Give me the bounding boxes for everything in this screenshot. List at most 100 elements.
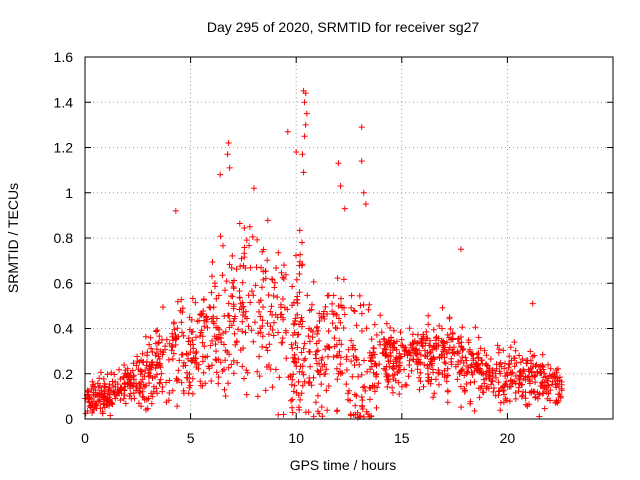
data-point (204, 324, 211, 331)
data-point (130, 360, 137, 367)
data-point (458, 334, 464, 340)
data-point (358, 394, 365, 400)
data-point (547, 365, 554, 372)
data-point (259, 333, 266, 340)
data-point (180, 332, 187, 339)
data-point (235, 326, 242, 333)
data-point (262, 275, 269, 282)
data-point (480, 370, 487, 377)
data-point (444, 399, 451, 406)
data-point (310, 278, 317, 285)
data-point (391, 366, 397, 372)
data-point (358, 124, 365, 131)
data-point (193, 349, 200, 355)
data-point (165, 356, 172, 363)
data-point (271, 279, 278, 286)
data-point (239, 363, 246, 370)
data-point (513, 360, 520, 366)
chart-title: Day 295 of 2020, SRMTID for receiver sg2… (207, 19, 480, 35)
data-point (381, 365, 387, 372)
data-point (472, 324, 479, 331)
data-point (93, 391, 100, 398)
data-point (260, 246, 267, 253)
data-point (139, 388, 146, 395)
data-point (324, 343, 330, 349)
data-point (371, 388, 378, 395)
data-point (457, 383, 464, 390)
data-point (524, 357, 531, 364)
data-point (394, 369, 401, 376)
data-point (138, 379, 144, 386)
data-point (467, 400, 474, 407)
data-point (267, 308, 274, 315)
data-point (469, 371, 476, 378)
data-point (405, 373, 412, 380)
data-point (180, 363, 187, 370)
data-point (239, 328, 246, 335)
data-point (302, 90, 309, 97)
data-point (289, 404, 295, 411)
data-point (267, 366, 274, 373)
data-point (448, 336, 454, 343)
data-point (556, 383, 562, 390)
data-point (417, 369, 424, 376)
data-point (157, 376, 164, 383)
data-point (383, 352, 390, 359)
data-point (343, 353, 350, 360)
data-point (329, 308, 336, 315)
data-point (89, 409, 95, 416)
data-point (408, 367, 415, 374)
data-point (262, 387, 269, 394)
data-point (452, 363, 459, 370)
data-point (166, 377, 173, 384)
data-point (541, 405, 548, 412)
data-point (435, 370, 442, 377)
data-point (192, 350, 199, 357)
data-point (476, 369, 483, 376)
data-point (222, 357, 229, 364)
data-point (301, 340, 308, 347)
data-point (217, 171, 224, 178)
data-point (506, 353, 513, 360)
data-point (120, 395, 127, 402)
data-point (148, 345, 155, 352)
data-point (165, 397, 172, 404)
data-point (192, 355, 199, 362)
data-point (334, 275, 341, 282)
data-point (421, 361, 428, 368)
data-point (455, 358, 462, 365)
data-point (128, 395, 135, 402)
data-point (465, 364, 472, 371)
data-point (90, 389, 97, 396)
data-point (90, 398, 97, 405)
data-point (389, 384, 396, 391)
data-point (462, 354, 469, 361)
data-point (458, 404, 465, 411)
data-point (240, 312, 246, 318)
data-point (337, 319, 344, 326)
data-point (215, 336, 221, 343)
data-point (240, 303, 247, 310)
data-point (248, 327, 255, 334)
data-point (537, 383, 544, 390)
data-point (291, 382, 298, 389)
data-point (274, 294, 281, 301)
data-point (288, 397, 294, 404)
data-point (549, 378, 556, 385)
data-point (545, 361, 552, 368)
data-point (362, 201, 369, 208)
data-point (256, 353, 263, 360)
data-point (396, 391, 403, 398)
data-point (493, 361, 500, 368)
data-point (136, 385, 143, 392)
data-point (519, 356, 526, 363)
data-point (296, 406, 303, 413)
data-point (401, 366, 407, 373)
data-point (316, 337, 322, 344)
data-point (298, 349, 305, 356)
data-point (300, 371, 307, 378)
data-point (420, 383, 427, 390)
data-point (512, 395, 519, 402)
data-point (116, 366, 122, 373)
data-point (529, 363, 536, 370)
